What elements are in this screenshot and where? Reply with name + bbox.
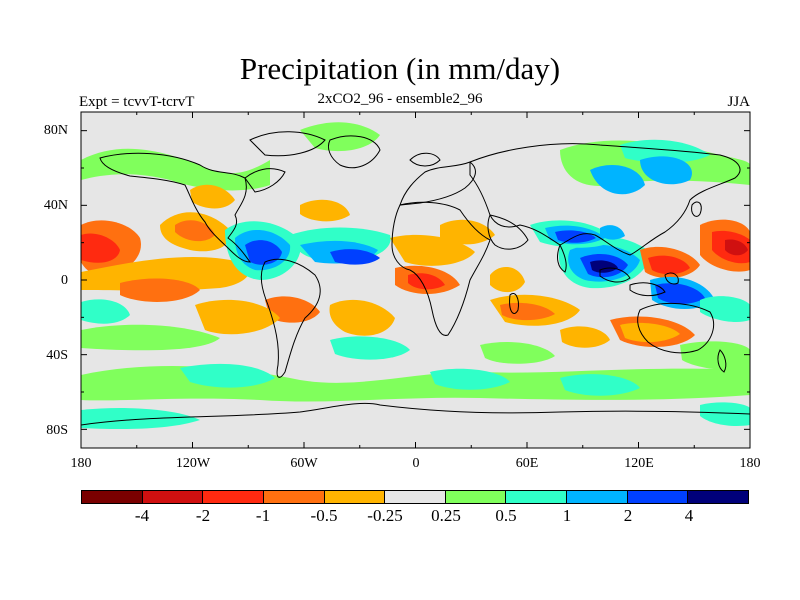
colorbar-label: -1 [255,506,271,525]
lon-tick-label: 120E [624,456,654,471]
colorbar-label: 2 [623,506,633,525]
colorbar-swatch [324,491,386,503]
colorbar-swatch [506,491,568,503]
lon-tick-label: 120W [175,456,211,471]
lat-tick-label: 40S [46,348,68,363]
experiment-label: Expt = tcvvT-tcrvT [79,94,195,110]
colorbar-swatch [627,491,689,503]
colorbar-label: -4 [134,506,150,525]
colorbar-swatch [688,491,749,503]
chart-title: Precipitation (in mm/day) [239,51,561,86]
colorbar-label: 0.5 [495,506,517,525]
lon-tick-label: 60W [290,456,318,471]
chart-subtitle: 2xCO2_96 - ensemble2_96 [317,91,483,107]
colorbar-swatch [263,491,325,503]
lat-tick-label: 80S [46,423,68,438]
colorbar-swatch [445,491,507,503]
coastlines [81,131,750,426]
lon-tick-label: 0 [412,456,420,471]
colorbar-label: 1 [562,506,572,525]
colorbar-swatch [142,491,204,503]
colorbar-label: 0.25 [431,506,461,525]
colorbar-swatch [567,491,628,503]
colorbar-swatch [385,491,446,503]
lat-tick-label: 40N [43,198,68,213]
lat-tick-label: 80N [43,123,68,138]
colorbar-label: -0.25 [367,506,403,525]
colorbar-swatch [203,491,264,503]
contour-fill-layer [81,122,750,430]
season-label: JJA [727,94,750,110]
colorbar-label: -2 [195,506,211,525]
axis-ticks [80,112,751,448]
colorbar-label: 4 [684,506,694,525]
colorbar-label: -0.5 [310,506,338,525]
colorbar-swatch [82,491,143,503]
lon-tick-label: 60E [515,456,539,471]
lat-tick-label: 0 [61,273,68,288]
colorbar [81,490,749,504]
lon-tick-label: 180 [70,456,92,471]
lon-tick-label: 180 [739,456,761,471]
